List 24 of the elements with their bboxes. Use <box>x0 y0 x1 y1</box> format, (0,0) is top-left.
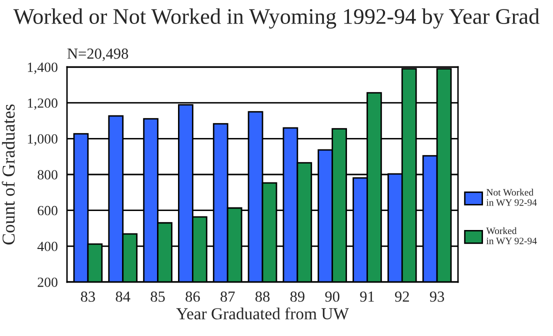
chart-title: Worked or Not Worked in Wyoming 1992-94 by Year Grad <box>13 8 540 29</box>
y-tick-label: 1,000 <box>28 134 58 146</box>
text: N=20,498 <box>67 48 128 62</box>
x-tick-label: 87 <box>220 291 235 302</box>
y-tick-label: 1,400 <box>28 62 58 74</box>
legend-label: Worked in WY 92-94 <box>486 227 537 244</box>
x-tick-label: 93 <box>430 292 444 302</box>
x-axis-title: Year Graduated from UW <box>176 307 349 320</box>
x-tick-label: 91 <box>360 292 374 302</box>
y-tick-label: 1,200 <box>28 98 58 110</box>
legend-label: Not Worked in WY 92-94 <box>486 188 537 206</box>
x-tick-label: 88 <box>255 291 270 302</box>
x-tick-label: 83 <box>80 291 95 302</box>
x-tick-label: 89 <box>290 291 304 302</box>
y-tick-label: 600 <box>38 206 58 216</box>
x-tick-label: 84 <box>116 291 130 302</box>
y-tick-label: 800 <box>38 170 58 180</box>
x-tick-label: 90 <box>325 291 340 302</box>
y-tick-label: 200 <box>38 278 58 287</box>
x-tick-label: 92 <box>394 292 409 302</box>
y-tick-label: 400 <box>37 242 58 252</box>
y-axis-title: Count of Graduates <box>2 104 15 244</box>
x-tick-label: 85 <box>150 291 165 302</box>
x-tick-label: 86 <box>186 291 200 302</box>
